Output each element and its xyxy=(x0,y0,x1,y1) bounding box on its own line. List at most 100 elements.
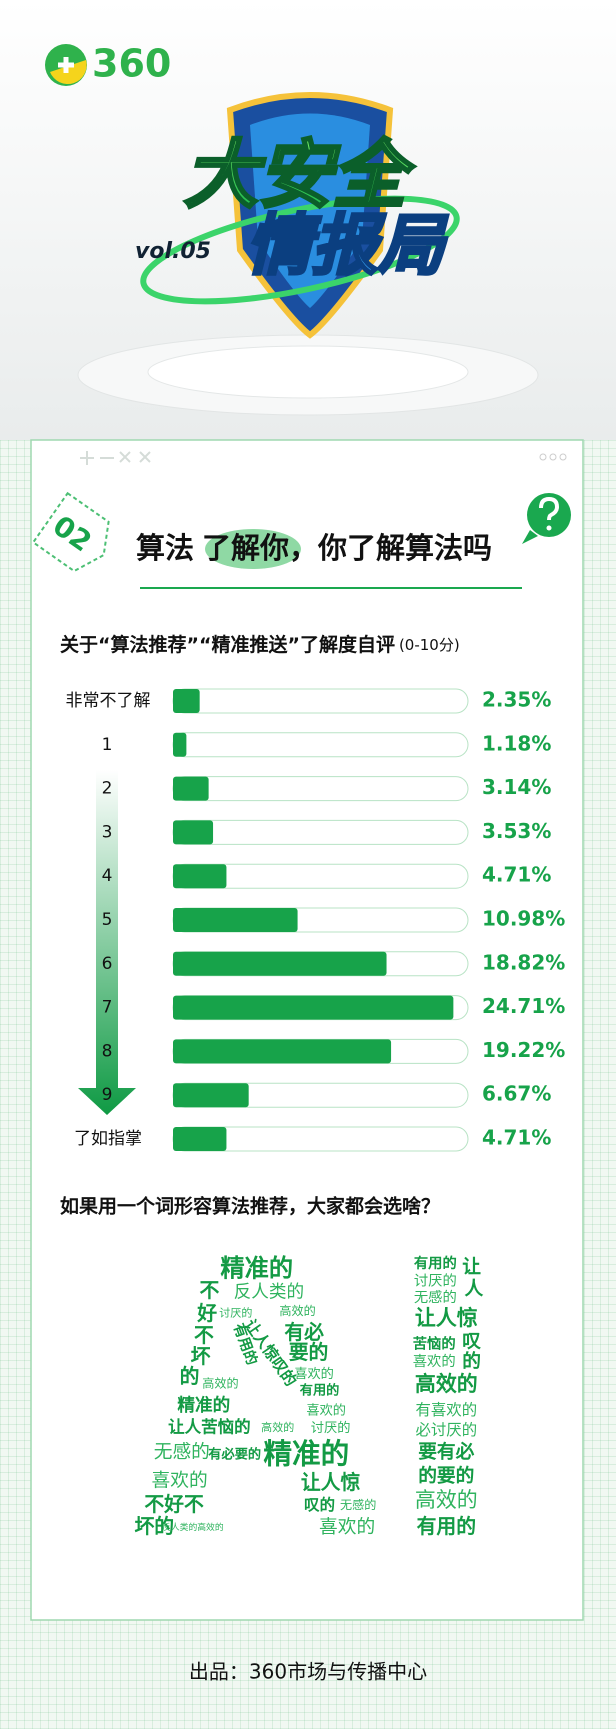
value-label: 18.82% xyxy=(482,950,565,974)
cloud-word: 不好不 xyxy=(144,1493,204,1516)
cloud-word: 反人类的 xyxy=(234,1282,305,1303)
decoration xyxy=(80,451,151,465)
bar xyxy=(173,951,387,976)
value-label: 1.18% xyxy=(482,731,551,755)
cloud-word: 要的 xyxy=(289,1341,329,1364)
cloud-word: 的 xyxy=(180,1365,200,1388)
cloud-word: 的 xyxy=(462,1351,481,1373)
bar xyxy=(173,1083,249,1108)
category-label: 7 xyxy=(102,998,113,1018)
cloud-word: 喜欢的 xyxy=(152,1471,208,1492)
bar-track xyxy=(172,688,469,714)
title-part: 算法 xyxy=(136,531,194,565)
cloud-word: 的要的 xyxy=(418,1465,474,1487)
cloud-word: 有喜欢的 xyxy=(415,1401,477,1419)
category-label: 2 xyxy=(102,779,113,799)
chart-subtitle: (0-10分) xyxy=(399,636,460,654)
cloud-word: 苦恼的 xyxy=(413,1334,456,1352)
cloud-word: 喜欢的 xyxy=(294,1366,334,1382)
cloud-word: 让人苦恼的 xyxy=(168,1417,251,1437)
tag: 02 xyxy=(31,491,110,573)
category-label: 6 xyxy=(102,954,113,974)
cloud-word: 坏 xyxy=(191,1345,211,1368)
value-label: 4.71% xyxy=(482,863,551,887)
title-part: 了解你 xyxy=(202,531,289,565)
cloud-word: 讨厌的 xyxy=(219,1306,252,1320)
cloud-word: 有用的 xyxy=(414,1254,457,1272)
highlight xyxy=(205,529,301,569)
footer: 出品：360市场与传播中心 xyxy=(189,1660,427,1684)
title-part: ，你了解算法吗 xyxy=(289,531,492,565)
logo-icon xyxy=(58,57,74,73)
cloud-word: 有必要的 xyxy=(208,1446,261,1463)
cloud-word: 不 xyxy=(199,1279,219,1302)
cloud-word: 讨厌的 xyxy=(311,1420,351,1436)
chart-title: 关于“算法推荐”“精准推送”了解度自评 xyxy=(60,633,395,656)
cloud-word: 喜欢的 xyxy=(319,1517,375,1538)
section-title: 算法 了解你，你了解算法吗 xyxy=(136,531,492,565)
cloud-word: 必讨厌的 xyxy=(415,1421,477,1439)
cloud-word: 喜欢的 xyxy=(306,1403,346,1419)
logo-text: 360 xyxy=(92,42,171,86)
value-label: 2.35% xyxy=(482,688,551,712)
shield xyxy=(250,113,370,308)
chart-title: 关于“算法推荐”“精准推送”了解度自评 (0-10分) xyxy=(60,633,460,656)
cloud-word: 让 xyxy=(462,1257,481,1278)
cloud-word: 高效的 xyxy=(261,1420,294,1434)
category-label: 5 xyxy=(102,910,113,930)
cloud-word: 叹的 xyxy=(304,1495,335,1514)
category-label: 非常不了解 xyxy=(66,691,151,711)
cloud-word: 精准的 xyxy=(263,1437,349,1471)
arrow xyxy=(78,770,136,1115)
category-label: 8 xyxy=(102,1041,113,1061)
value-label: 3.53% xyxy=(482,819,551,843)
category-label: 4 xyxy=(102,866,113,886)
cloud-word: 高效的 xyxy=(415,1488,478,1512)
category-label: 3 xyxy=(102,822,113,842)
cloud-word: 让人惊 xyxy=(301,1471,361,1494)
cloud-word: 高效的 xyxy=(415,1372,478,1396)
cloud-word: 高效的 xyxy=(279,1303,315,1318)
value-label: 3.14% xyxy=(482,775,551,799)
cloud-word: 精准的 xyxy=(177,1394,230,1416)
bar xyxy=(173,820,214,845)
volume: vol.05 xyxy=(135,239,211,264)
title-art: 情报局 xyxy=(246,207,448,284)
bar xyxy=(173,689,200,713)
cloud-word: 无感的 xyxy=(414,1289,457,1306)
bar xyxy=(173,1127,227,1151)
value-label: 6.67% xyxy=(482,1082,551,1106)
cloud-word: 高效的 xyxy=(202,1376,238,1391)
cloud-word: 反人类的高效的 xyxy=(162,1521,224,1533)
bar xyxy=(173,995,454,1020)
question-icon xyxy=(522,530,538,544)
decoration xyxy=(539,453,567,461)
bar xyxy=(173,864,227,889)
bar xyxy=(173,1039,392,1064)
category-label: 1 xyxy=(102,735,113,755)
panel xyxy=(30,439,584,1621)
cloud-word: 喜欢的 xyxy=(413,1353,456,1370)
ring xyxy=(140,195,460,305)
value-label: 19.22% xyxy=(482,1038,565,1062)
cloud-word: 坏的 xyxy=(134,1515,174,1538)
cloud-word: 有用的 xyxy=(300,1382,340,1399)
value-label: 24.71% xyxy=(482,994,565,1018)
question-icon xyxy=(546,525,552,531)
bar-track xyxy=(172,732,469,758)
cloud-word: 讨厌的 xyxy=(414,1273,457,1290)
cloud-word: 无感的 xyxy=(340,1497,376,1512)
cloud-word: 无感的 xyxy=(154,1442,210,1463)
category-label: 了如指掌 xyxy=(74,1129,142,1149)
cloud-word: 人 xyxy=(465,1278,484,1300)
cloud-word: 不 xyxy=(194,1324,214,1347)
cloud-word: 要有必 xyxy=(418,1441,474,1463)
question-icon xyxy=(539,496,560,521)
value-label: 4.71% xyxy=(482,1126,551,1150)
cloud-word: 有用的 xyxy=(417,1515,476,1538)
bar xyxy=(173,776,209,801)
bar-track xyxy=(172,776,469,802)
stage xyxy=(147,345,469,399)
